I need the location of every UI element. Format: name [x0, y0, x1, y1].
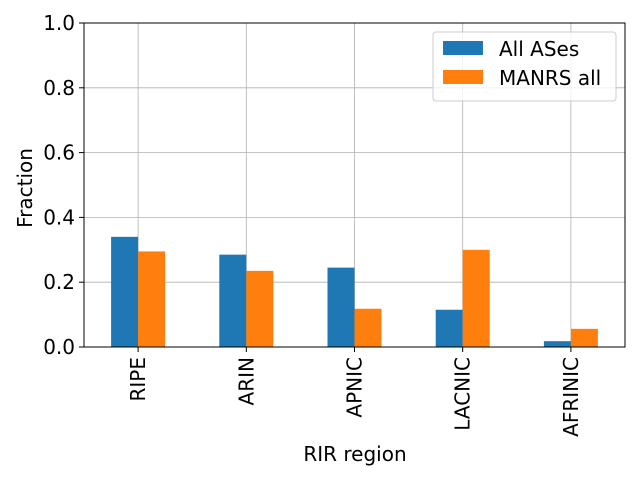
- bar-manrs-all-apnic: [354, 308, 382, 347]
- bars: [111, 236, 598, 347]
- legend-swatch: [443, 41, 483, 55]
- y-tick-label: 0.4: [43, 205, 75, 229]
- x-tick-label: AFRINIC: [559, 357, 583, 437]
- y-tick-label: 1.0: [43, 11, 75, 35]
- bar-manrs-all-arin: [246, 270, 274, 347]
- y-tick-label: 0.0: [43, 335, 75, 359]
- y-tick-label: 0.6: [43, 141, 75, 165]
- legend-label: MANRS all: [499, 66, 601, 90]
- bar-manrs-all-lacnic: [462, 249, 490, 347]
- bar-all-ases-apnic: [327, 267, 355, 347]
- bar-all-ases-afrinic: [543, 341, 571, 347]
- x-tick-label: RIPE: [126, 357, 150, 402]
- bar-manrs-all-afrinic: [570, 328, 598, 347]
- x-tick-label: ARIN: [234, 357, 258, 405]
- legend: All ASes MANRS all: [432, 31, 617, 102]
- y-axis-label: Fraction: [13, 148, 37, 228]
- x-tick-label: APNIC: [343, 357, 367, 418]
- x-axis-label: RIR region: [303, 442, 406, 466]
- legend-label: All ASes: [499, 37, 579, 61]
- bar-all-ases-arin: [219, 254, 247, 347]
- bar-all-ases-lacnic: [435, 309, 463, 347]
- bar-manrs-all-ripe: [138, 251, 166, 347]
- y-axis-ticks: 0.0 0.2 0.4 0.6 0.8 1.0: [43, 11, 84, 359]
- x-tick-label: LACNIC: [451, 357, 475, 431]
- legend-swatch: [443, 70, 483, 84]
- bar-all-ases-ripe: [111, 236, 139, 347]
- y-tick-label: 0.8: [43, 76, 75, 100]
- y-tick-label: 0.2: [43, 270, 75, 294]
- x-axis-ticks: RIPE ARIN APNIC LACNIC AFRINIC: [126, 347, 583, 437]
